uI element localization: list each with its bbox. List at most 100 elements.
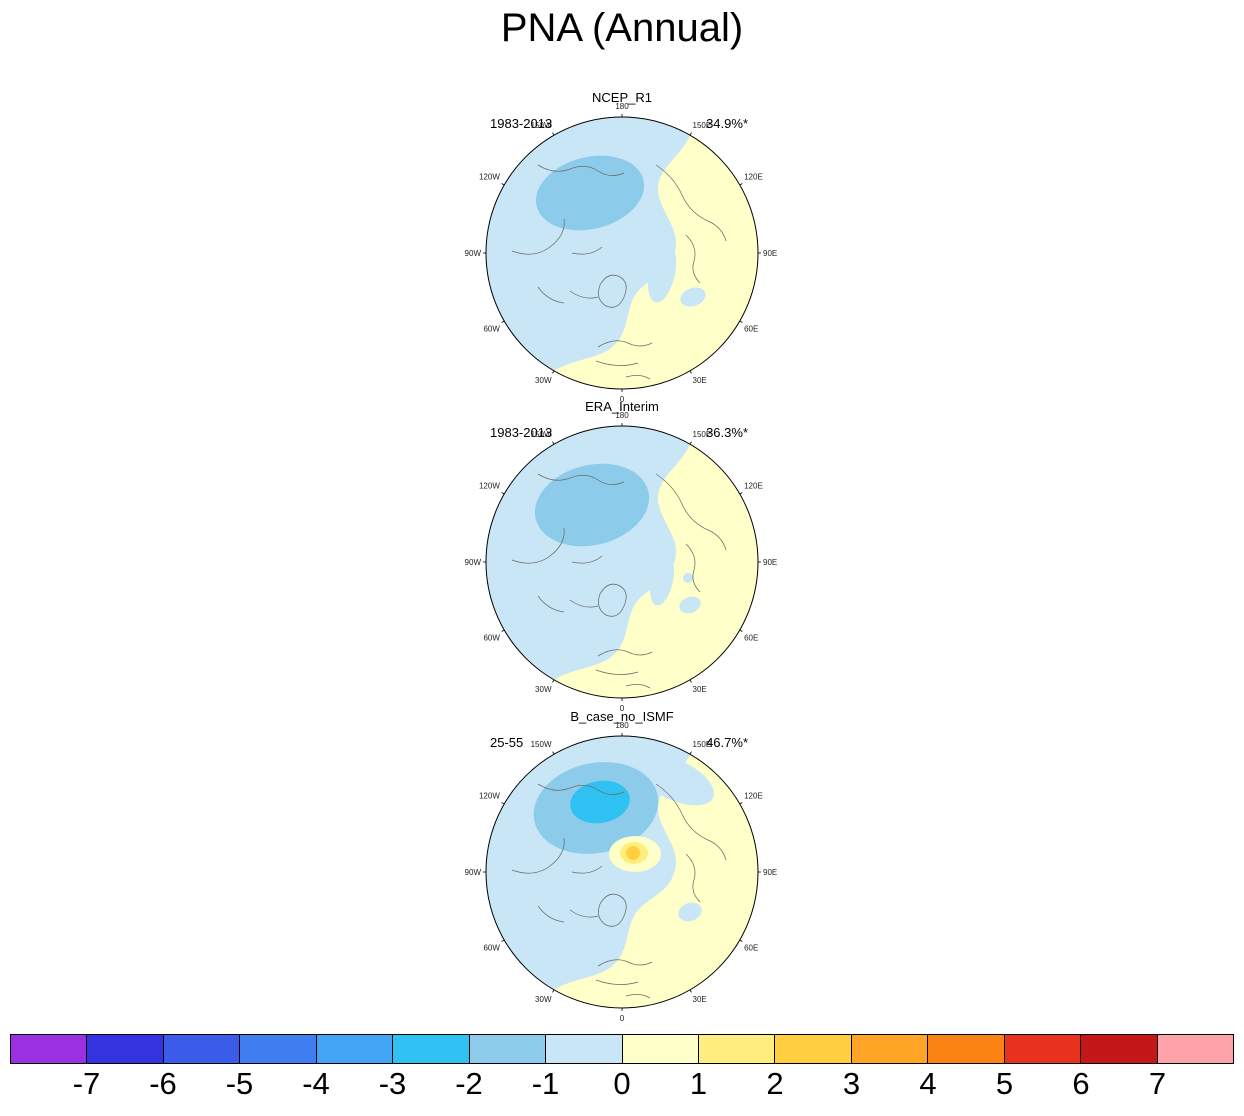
colorbar-tick-2: 2 — [766, 1066, 784, 1101]
negative-weak-patch-caspian — [679, 596, 701, 614]
lon-tick-30E — [689, 370, 692, 374]
lon-tick-60W — [501, 320, 505, 323]
lon-tick-60E — [739, 320, 743, 323]
lon-label-0: 0 — [620, 395, 625, 404]
lon-label-180: 180 — [615, 721, 629, 730]
lon-label-30E: 30E — [693, 376, 707, 385]
colorbar-tick--3: -3 — [378, 1066, 407, 1101]
lon-label-90W: 90W — [465, 868, 482, 877]
negative-weak-extension-east-asia — [636, 754, 714, 806]
lon-tick-150E — [689, 132, 692, 136]
panel-title: NCEP_R1 — [592, 90, 652, 105]
coastlines — [511, 164, 727, 380]
coastlines — [511, 783, 727, 999]
colorbar-segment-1 — [87, 1035, 164, 1063]
lon-label-90E: 90E — [763, 868, 777, 877]
panel-b-case-no-ismf: B_case_no_ISMF 25-55 46.7%* — [450, 709, 794, 1029]
lon-tick-120W — [501, 183, 505, 186]
colorbar-tick-1: 1 — [689, 1066, 708, 1101]
lon-label-0: 0 — [620, 1014, 625, 1023]
lon-label-30W: 30W — [535, 685, 552, 694]
lon-tick-120E — [739, 492, 743, 495]
lon-label-90E: 90E — [763, 249, 777, 258]
period-label: 1983-2013 — [490, 425, 553, 440]
panel-title: ERA_Interim — [585, 399, 659, 414]
lon-label-30E: 30E — [693, 685, 707, 694]
negative-weak-patch-small — [683, 573, 693, 583]
lon-label-120W: 120W — [479, 173, 500, 182]
colorbar-segment-15 — [1157, 1035, 1233, 1063]
lon-label-150W: 150W — [531, 430, 552, 439]
lon-label-30W: 30W — [535, 376, 552, 385]
lon-tick-150E — [689, 441, 692, 445]
lon-label-30E: 30E — [693, 995, 707, 1004]
colorbar-tick--4: -4 — [302, 1066, 330, 1101]
lon-tick-30E — [689, 679, 692, 683]
lon-label-180: 180 — [615, 411, 629, 420]
variance-label: 36.3%* — [706, 425, 748, 440]
lon-label-90W: 90W — [465, 558, 482, 567]
variance-label: 46.7%* — [706, 735, 748, 750]
lon-label-60W: 60W — [483, 325, 500, 334]
colorbar-segment-7 — [546, 1035, 623, 1063]
negative-core-north-pacific — [570, 780, 630, 824]
lon-label-180: 180 — [615, 102, 629, 111]
colorbar-segment-10 — [775, 1035, 852, 1063]
lon-label-150E: 150E — [693, 430, 712, 439]
colorbar-segment-12 — [928, 1035, 1005, 1063]
lon-label-60E: 60E — [744, 325, 758, 334]
negative-weak-patch-caspian — [678, 902, 702, 922]
lon-tick-60W — [501, 629, 505, 632]
negative-weak-patch-caspian — [680, 287, 706, 307]
positive-spot-near-pole — [626, 846, 640, 860]
lon-label-60E: 60E — [744, 634, 758, 643]
negative-weak-patch-siberia — [649, 554, 675, 606]
lon-label-60W: 60W — [483, 634, 500, 643]
colorbar-segment-4 — [316, 1035, 394, 1063]
colorbar-tick-labels: -7 -6 -5 -4 -3 -2 -1 0 1 2 3 4 5 6 7 — [0, 1066, 1244, 1110]
colorbar-tick-0: 0 — [613, 1066, 631, 1101]
lon-label-30W: 30W — [535, 995, 552, 1004]
colorbar-segment-8 — [622, 1035, 699, 1063]
lon-label-150W: 150W — [531, 121, 552, 130]
lon-label-120E: 120E — [744, 173, 763, 182]
period-label: 25-55 — [490, 735, 524, 750]
lon-label-150E: 150E — [693, 740, 712, 749]
lon-label-150W: 150W — [531, 740, 552, 749]
colorbar-segment-13 — [1004, 1035, 1082, 1063]
lon-tick-30W — [552, 679, 555, 683]
lon-tick-150E — [689, 751, 692, 755]
lon-tick-120E — [739, 183, 743, 186]
colorbar-segment-0 — [11, 1035, 88, 1063]
lon-label-60W: 60W — [483, 944, 500, 953]
lon-label-0: 0 — [620, 704, 625, 713]
lon-tick-120W — [501, 492, 505, 495]
colorbar — [10, 1034, 1234, 1064]
polar-map-era-interim: 180 150E 120E 90E 60E 30E 0 30W 60W 90W 120W 150W — [465, 411, 778, 713]
lon-label-60E: 60E — [744, 944, 758, 953]
panel-era-interim: ERA_Interim 1983-2013 36.3%* — [450, 399, 794, 719]
colorbar-tick-7: 7 — [1148, 1066, 1167, 1101]
colorbar-segment-11 — [851, 1035, 929, 1063]
colorbar-segment-3 — [240, 1035, 317, 1063]
colorbar-segment-6 — [469, 1035, 547, 1063]
panel-title: B_case_no_ISMF — [570, 709, 674, 724]
lon-tick-120W — [501, 802, 505, 805]
lon-tick-150W — [552, 132, 555, 136]
lon-label-120W: 120W — [479, 792, 500, 801]
colorbar-tick--7: -7 — [72, 1066, 101, 1101]
period-label: 1983-2013 — [490, 116, 553, 131]
colorbar-tick--1: -1 — [531, 1066, 560, 1101]
colorbar-tick--5: -5 — [225, 1066, 254, 1101]
lon-label-120E: 120E — [744, 482, 763, 491]
negative-center-north-pacific — [534, 463, 650, 547]
lon-tick-120E — [739, 802, 743, 805]
colorbar-tick-6: 6 — [1072, 1066, 1090, 1101]
colorbar-tick--6: -6 — [149, 1066, 177, 1101]
lon-label-90W: 90W — [465, 249, 482, 258]
colorbar-tick-5: 5 — [995, 1066, 1014, 1101]
negative-weak-patch-siberia — [647, 243, 677, 303]
lon-tick-30W — [552, 370, 555, 374]
variance-label: 34.9%* — [706, 116, 748, 131]
